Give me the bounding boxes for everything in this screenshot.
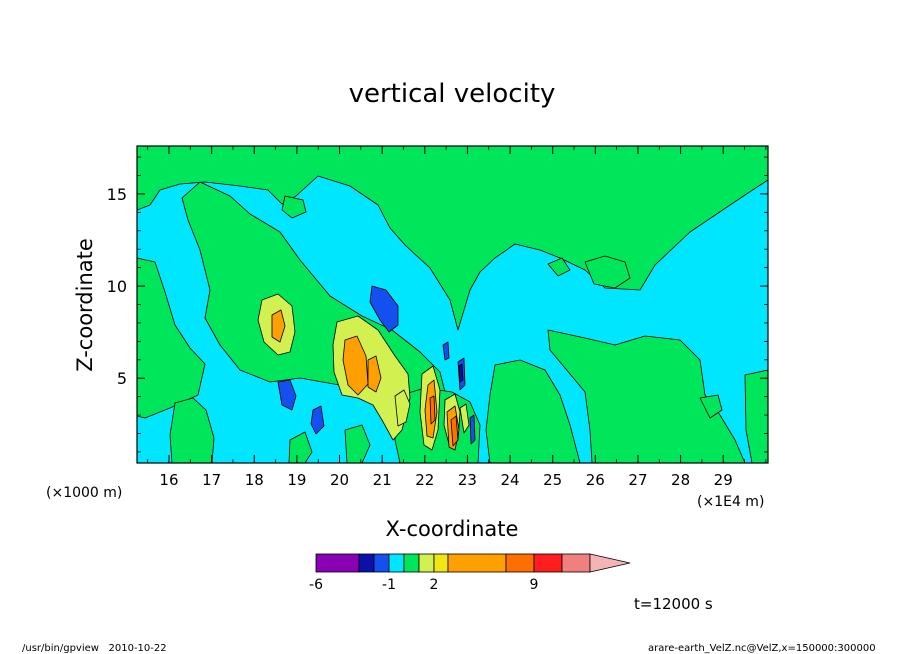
contour-region-moderate-positive bbox=[342, 335, 369, 396]
contour-region-moderate-positive bbox=[271, 309, 286, 343]
x-tick-label: 29 bbox=[714, 471, 733, 489]
colorbar-segment bbox=[561, 553, 591, 573]
contour-region-strong-positive bbox=[450, 415, 459, 447]
contour-region-weak-positive bbox=[137, 257, 206, 419]
colorbar-arrow bbox=[589, 553, 631, 573]
x-tick-label: 17 bbox=[202, 471, 221, 489]
contour-region-weak-positive bbox=[281, 195, 307, 219]
colorbar-segment bbox=[315, 553, 360, 573]
contour-region-weak-positive bbox=[547, 257, 571, 277]
plot-area bbox=[137, 146, 768, 463]
colorbar-segment bbox=[418, 553, 435, 573]
colorbar-label: -6 bbox=[309, 577, 323, 593]
x-tick-label: 26 bbox=[586, 471, 605, 489]
x-tick-label: 20 bbox=[330, 471, 349, 489]
colorbar-segment bbox=[447, 553, 507, 573]
chart-title: vertical velocity bbox=[349, 79, 556, 109]
y-tick-label: 5 bbox=[117, 369, 127, 388]
contour-region-weak-positive bbox=[699, 394, 723, 419]
colorbar-segment bbox=[358, 553, 375, 573]
colorbar-label: 2 bbox=[430, 577, 439, 593]
x-tick-label: 23 bbox=[458, 471, 477, 489]
x-scale-note: (×1E4 m) bbox=[697, 494, 764, 510]
contour-region-light-positive bbox=[394, 389, 411, 427]
contour-region-weak-positive bbox=[288, 431, 313, 463]
x-tick-label: 24 bbox=[501, 471, 520, 489]
contour-region-moderate-negative bbox=[310, 405, 325, 435]
contour-region-light-positive bbox=[459, 403, 470, 434]
x-tick-label: 28 bbox=[671, 471, 690, 489]
colorbar-label: 9 bbox=[530, 577, 539, 593]
colorbar-segment bbox=[433, 553, 449, 573]
x-tick-label: 27 bbox=[628, 471, 647, 489]
y-scale-note: (×1000 m) bbox=[46, 485, 122, 501]
contour-region-moderate-negative bbox=[369, 285, 399, 333]
contour-region-strong-negative bbox=[458, 363, 464, 383]
contour-region-strong-positive bbox=[429, 395, 436, 425]
footer-program: /usr/bin/gpview 2010-10-22 bbox=[22, 643, 167, 654]
x-tick-label: 25 bbox=[543, 471, 562, 489]
contour-region-moderate-negative bbox=[277, 379, 297, 411]
x-axis-label: X-coordinate bbox=[386, 517, 519, 541]
contour-region-weak-positive bbox=[485, 359, 581, 463]
contour-region-weak-positive bbox=[547, 329, 746, 463]
footer-source: arare-earth_VelZ.nc@VelZ,x=150000:300000 bbox=[648, 643, 876, 654]
y-tick-label: 15 bbox=[107, 185, 127, 204]
y-tick-label: 10 bbox=[107, 277, 127, 296]
colorbar-segment bbox=[505, 553, 535, 573]
colorbar-segment bbox=[533, 553, 563, 573]
x-tick-label: 18 bbox=[245, 471, 264, 489]
contour-regions bbox=[137, 146, 768, 463]
contour-region-weak-positive bbox=[584, 255, 631, 289]
colorbar: -6 -1 2 9 bbox=[309, 553, 631, 593]
contour-region-moderate-negative bbox=[442, 341, 450, 361]
y-axis: 5 10 15 bbox=[107, 156, 768, 453]
colorbar-segment bbox=[403, 553, 420, 573]
y-axis-label: Z-coordinate bbox=[73, 238, 97, 372]
contour-region-moderate-negative bbox=[469, 414, 476, 445]
contour-region-weak-positive bbox=[169, 397, 215, 463]
x-tick-label: 21 bbox=[373, 471, 392, 489]
x-tick-label: 19 bbox=[287, 471, 306, 489]
contour-region-weak-positive bbox=[344, 424, 371, 463]
time-label: t=12000 s bbox=[634, 595, 713, 613]
contour-region-weak-positive bbox=[744, 369, 768, 463]
colorbar-label: -1 bbox=[382, 577, 396, 593]
colorbar-segment bbox=[388, 553, 405, 573]
contour-region-moderate-positive bbox=[367, 355, 382, 393]
x-tick-label: 22 bbox=[415, 471, 434, 489]
x-tick-label: 16 bbox=[159, 471, 178, 489]
colorbar-segment bbox=[373, 553, 390, 573]
x-axis: 16 17 18 19 20 21 22 23 24 25 26 27 28 29 bbox=[147, 146, 767, 489]
